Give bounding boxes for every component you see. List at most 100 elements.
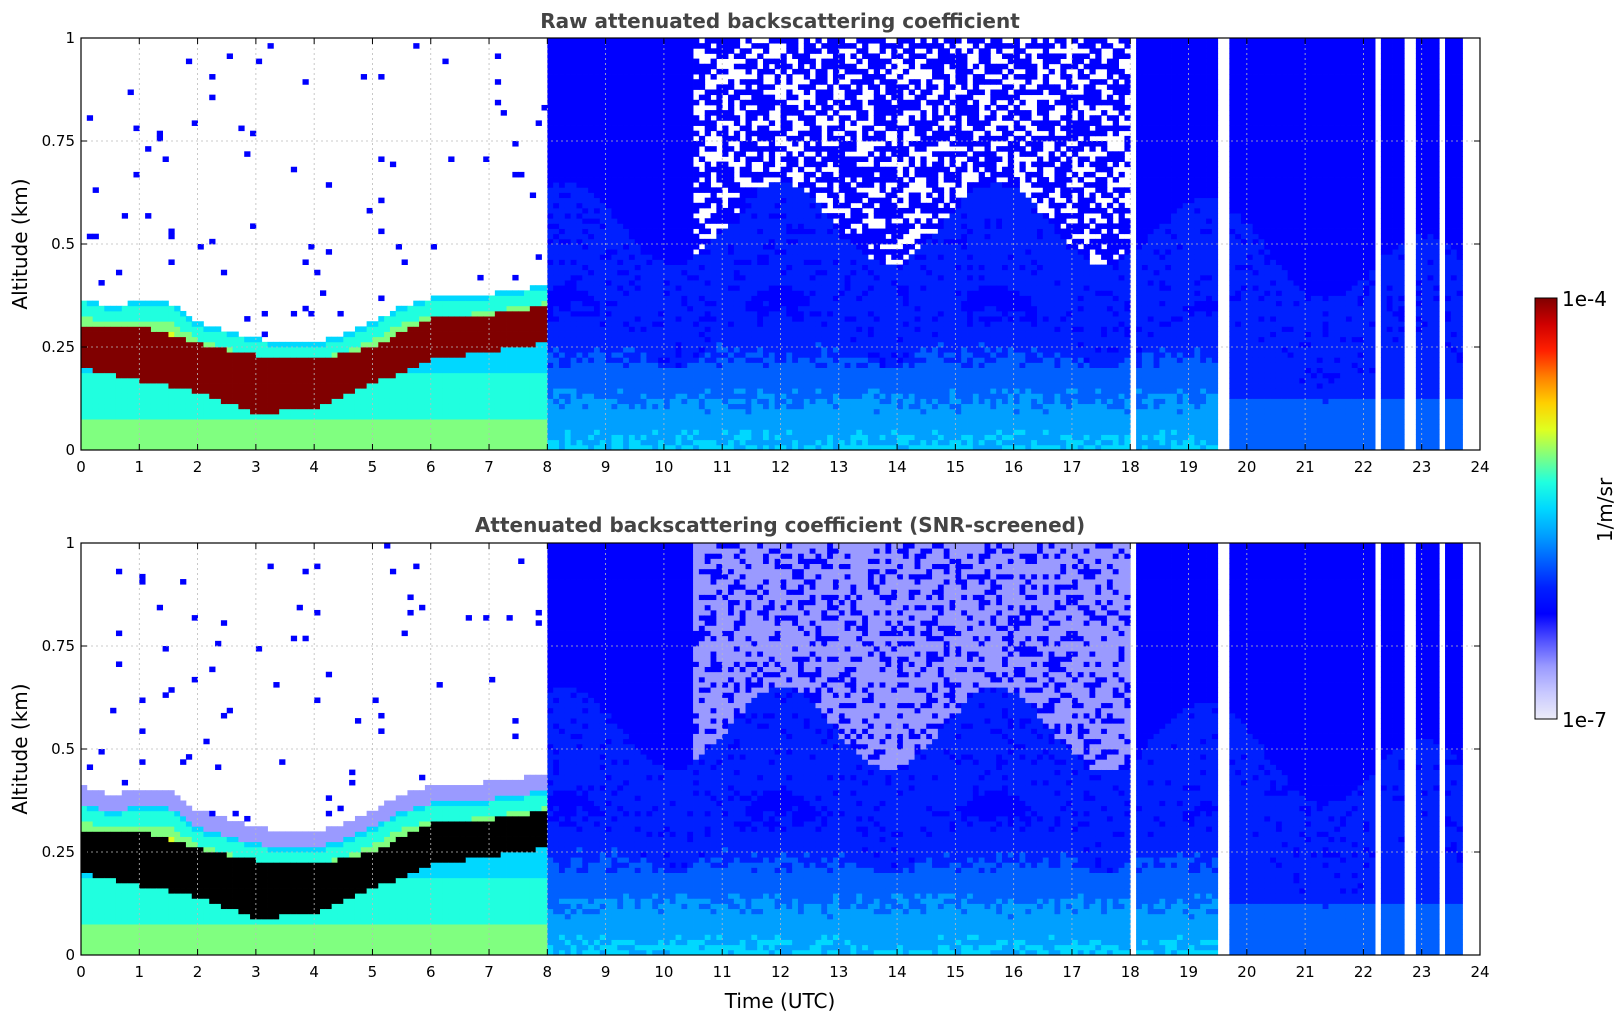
heatmap-cell [477,378,483,384]
heatmap-cell [332,347,338,353]
heatmap-cell [635,203,641,209]
heatmap-cell [635,218,641,224]
heatmap-cell [87,352,93,358]
heatmap-cell [174,347,180,353]
heatmap-cell [658,187,664,193]
heatmap-cell [233,352,239,358]
heatmap-cell [600,69,606,75]
heatmap-cell [658,352,664,358]
heatmap-cell [594,59,600,65]
heatmap-cell [740,290,746,296]
heatmap-cell [641,64,647,70]
heatmap-cell [757,306,763,312]
heatmap-cell [722,414,728,420]
heatmap-cell [466,301,472,307]
heatmap-cell [629,84,635,90]
heatmap-cell [442,409,448,415]
heatmap-cell [594,440,600,446]
heatmap-cell [571,342,577,348]
heatmap-cell [250,383,256,389]
heatmap-cell [757,399,763,405]
heatmap-cell [594,419,600,425]
heatmap-cell [751,115,757,121]
heatmap-cell [670,275,676,281]
heatmap-cell [518,352,524,358]
heatmap-cell [746,84,752,90]
heatmap-cell [244,352,250,358]
heatmap-cell [507,362,513,368]
heatmap-cell [314,362,320,368]
heatmap-cell [629,79,635,85]
heatmap-cell [390,321,396,327]
heatmap-cell [757,373,763,379]
heatmap-cell [472,347,478,353]
heatmap-cell [209,95,215,101]
heatmap-cell [238,126,244,132]
heatmap-cell [722,110,728,116]
heatmap-cell [139,388,145,394]
heatmap-cell [81,337,87,343]
heatmap-cell [658,429,664,435]
heatmap-cell [687,84,693,90]
heatmap-cell [553,234,559,240]
heatmap-cell [600,409,606,415]
heatmap-cell [151,409,157,415]
heatmap-cell [734,239,740,245]
heatmap-cell [98,280,104,286]
heatmap-cell [262,342,268,348]
heatmap-cell [594,393,600,399]
heatmap-cell [716,84,722,90]
heatmap-cell [559,399,565,405]
heatmap-cell [565,105,571,111]
heatmap-cell [571,249,577,255]
heatmap-cell [606,38,612,44]
heatmap-cell [740,440,746,446]
heatmap-cell [711,213,717,219]
heatmap-cell [594,74,600,80]
heatmap-cell [746,59,752,65]
heatmap-cell [559,347,565,353]
heatmap-cell [606,208,612,214]
heatmap-cell [705,120,711,126]
heatmap-cell [489,435,495,441]
heatmap-cell [192,120,198,126]
heatmap-cell [343,399,349,405]
heatmap-cell [524,352,530,358]
heatmap-cell [740,285,746,291]
heatmap-cell [664,280,670,286]
heatmap-cell [588,177,594,183]
heatmap-cell [116,409,122,415]
heatmap-cell [705,254,711,260]
heatmap-cell [681,213,687,219]
heatmap-cell [606,280,612,286]
heatmap-cell [722,162,728,168]
heatmap-cell [611,440,617,446]
heatmap-cell [705,347,711,353]
heatmap-cell [233,399,239,405]
heatmap-cell [530,419,536,425]
heatmap-cell [646,259,652,265]
heatmap-cell [495,393,501,399]
heatmap-cell [104,306,110,312]
heatmap-cell [495,399,501,405]
heatmap-cell [693,440,699,446]
heatmap-cell [751,316,757,322]
heatmap-cell [297,347,303,353]
heatmap-cell [268,404,274,410]
heatmap-cell [588,234,594,240]
heatmap-cell [472,316,478,322]
heatmap-cell [652,69,658,75]
heatmap-cell [757,229,763,235]
heatmap-cell [693,373,699,379]
heatmap-cell [635,414,641,420]
heatmap-cell [268,362,274,368]
heatmap-cell [87,306,93,312]
heatmap-cell [454,378,460,384]
heatmap-cell [646,352,652,358]
heatmap-cell [507,404,513,410]
heatmap-cell [687,399,693,405]
heatmap-cell [303,378,309,384]
heatmap-cell [693,100,699,106]
heatmap-cell [629,167,635,173]
heatmap-cell [693,223,699,229]
